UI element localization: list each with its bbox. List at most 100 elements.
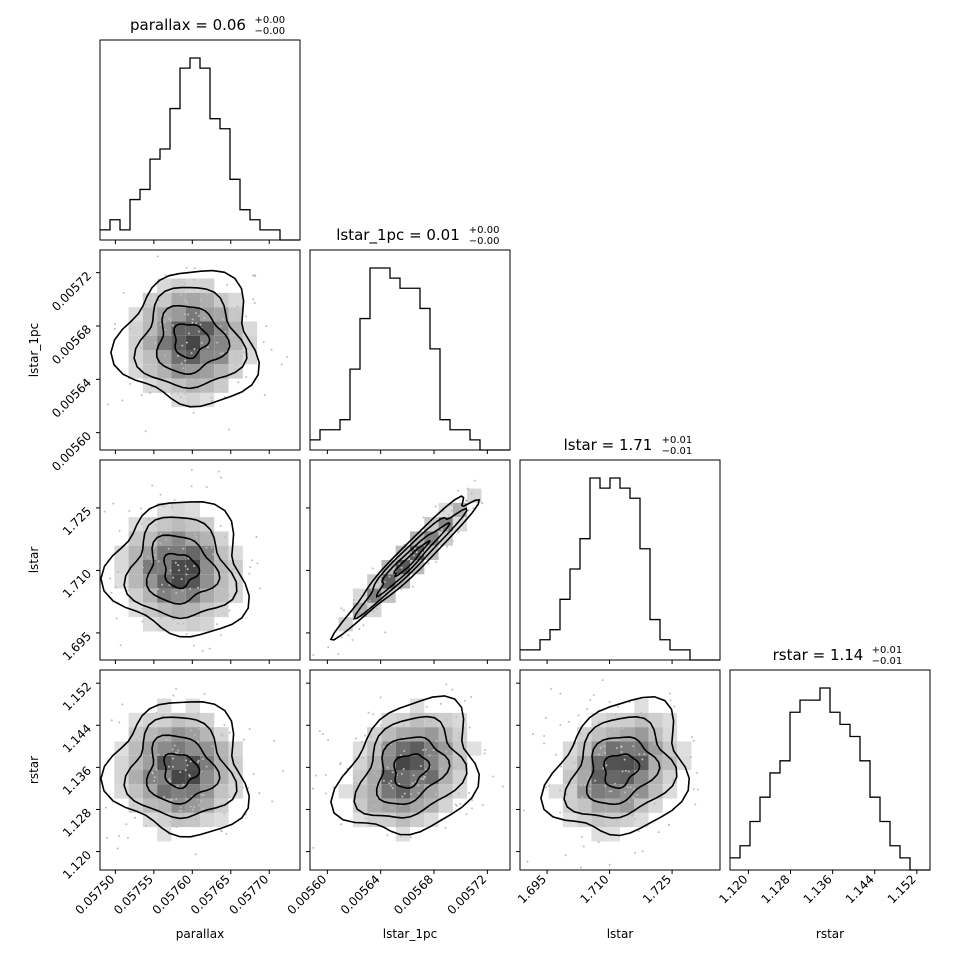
- contour-1sigma: [375, 736, 451, 806]
- density-cell: [677, 741, 692, 756]
- sample-point: [430, 719, 433, 722]
- sample-point: [671, 778, 674, 781]
- density-cell: [200, 712, 215, 728]
- density-cell: [214, 321, 229, 336]
- sample-point: [182, 783, 185, 786]
- sample-point: [121, 703, 124, 706]
- sample-point: [223, 723, 226, 726]
- sample-point: [365, 603, 368, 606]
- sample-point: [390, 784, 393, 787]
- sample-point: [577, 714, 580, 717]
- sample-point: [192, 379, 195, 382]
- sample-point: [162, 505, 165, 508]
- density-cell: [185, 755, 200, 770]
- sample-point: [197, 330, 200, 333]
- scatter-panel-lstar_1pc-vs-parallax: [99, 249, 301, 451]
- sample-point: [198, 380, 201, 383]
- density-cell: [634, 741, 649, 756]
- title-sub: −0.01: [662, 446, 693, 457]
- density-cell: [128, 321, 143, 336]
- sample-point: [353, 781, 356, 784]
- sample-point: [159, 532, 162, 535]
- sample-point: [311, 787, 314, 790]
- sample-point: [179, 395, 182, 398]
- density-cell: [142, 588, 158, 603]
- density-cell: [157, 560, 172, 575]
- sample-point: [236, 321, 239, 324]
- contour-1.5sigma: [352, 507, 468, 620]
- sample-point: [128, 509, 131, 512]
- sample-point: [380, 741, 383, 744]
- sample-point: [415, 551, 418, 554]
- density-cell: [228, 335, 243, 350]
- contour-0.5sigma: [393, 753, 431, 789]
- sample-point: [483, 749, 486, 752]
- density-cell: [381, 727, 396, 742]
- sample-point: [149, 536, 152, 539]
- sample-point: [481, 502, 484, 505]
- density-cell: [157, 698, 172, 713]
- sample-point: [204, 536, 207, 539]
- density-cell: [142, 617, 158, 632]
- density-cell: [620, 755, 635, 770]
- sample-point: [434, 505, 437, 508]
- sample-point: [620, 745, 623, 748]
- title-sub: −0.00: [255, 26, 286, 37]
- sample-point: [133, 816, 136, 819]
- x-tick-label: 1.120: [716, 872, 750, 906]
- y-tick-label: 0.00568: [49, 322, 94, 367]
- sample-point: [154, 734, 157, 737]
- sample-point: [220, 830, 223, 833]
- sample-point: [153, 545, 156, 548]
- density-cell: [157, 812, 172, 828]
- title-sup: +0.01: [872, 645, 903, 656]
- sample-point: [196, 798, 199, 801]
- sample-point: [224, 368, 227, 371]
- histogram-parallax: [100, 57, 300, 241]
- sample-point: [187, 313, 190, 316]
- sample-point: [340, 607, 343, 610]
- sample-point: [388, 782, 391, 785]
- sample-point: [220, 733, 223, 736]
- density-cell: [395, 798, 410, 813]
- sample-point: [312, 846, 315, 849]
- density-cell: [381, 784, 396, 799]
- sample-point: [601, 679, 604, 682]
- density-cell: [662, 727, 678, 742]
- density-cell: [424, 770, 439, 785]
- sample-point: [149, 391, 152, 394]
- density-cell: [410, 727, 425, 742]
- density-cell: [591, 741, 606, 756]
- density-cell: [352, 741, 368, 756]
- sample-point: [141, 620, 144, 623]
- sample-point: [248, 572, 251, 575]
- sample-point: [315, 774, 318, 777]
- sample-point: [197, 586, 200, 589]
- sample-point: [226, 581, 229, 584]
- sample-point: [427, 562, 430, 565]
- density-cell: [438, 531, 453, 546]
- sample-point: [364, 734, 367, 737]
- sample-point: [638, 753, 641, 756]
- sample-point: [243, 351, 246, 354]
- sample-point: [190, 485, 193, 488]
- density-cell: [171, 531, 186, 546]
- sample-point: [354, 737, 357, 740]
- contour-2sigma: [540, 695, 691, 837]
- sample-point: [321, 732, 324, 735]
- sample-point: [199, 298, 202, 301]
- sample-point: [451, 509, 454, 512]
- sample-point: [457, 489, 460, 492]
- sample-point: [252, 274, 255, 277]
- sample-point: [180, 362, 183, 365]
- sample-point: [608, 790, 611, 793]
- sample-point: [228, 428, 231, 431]
- sample-point: [211, 400, 214, 403]
- density-cell: [142, 755, 158, 770]
- sample-point: [689, 756, 692, 759]
- density-cell: [171, 292, 186, 308]
- sample-point: [175, 826, 178, 829]
- sample-point: [215, 623, 218, 626]
- sample-point: [185, 527, 188, 530]
- sample-point: [327, 738, 330, 741]
